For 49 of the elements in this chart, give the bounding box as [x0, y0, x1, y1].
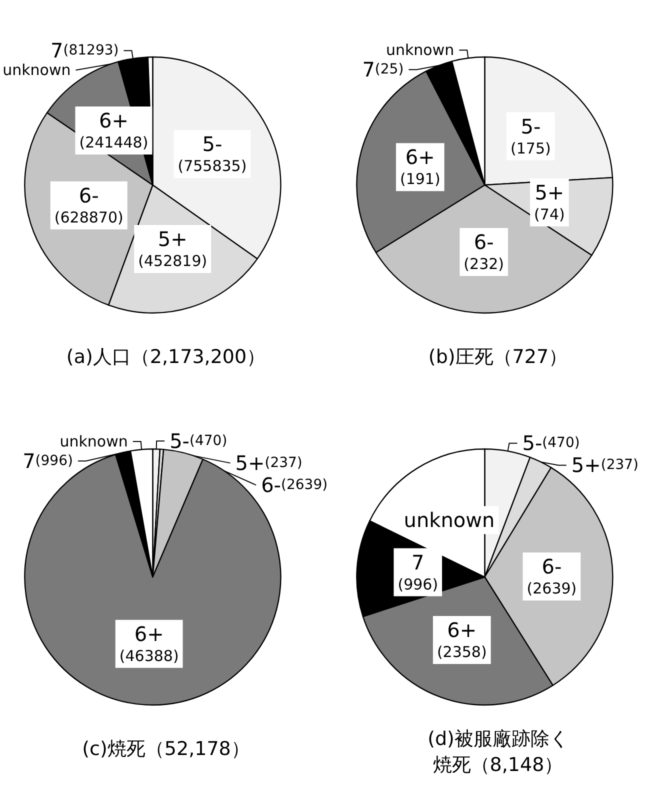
- slice-label: unknown: [386, 41, 454, 60]
- slice-label: 6+: [405, 145, 435, 170]
- data-label: (46388): [119, 646, 179, 665]
- slice-label: 5-: [520, 114, 541, 138]
- slice-label: unknown: [404, 508, 495, 532]
- data-label: (996): [398, 575, 438, 594]
- data-label: (237): [264, 455, 302, 472]
- text: (a)人口（2,173,200）: [66, 346, 266, 368]
- data-label: (241448): [79, 134, 148, 152]
- text: (c)焼死（52,178）: [82, 738, 250, 760]
- data-label: (81293): [63, 42, 119, 59]
- data-label: (470): [190, 433, 228, 450]
- data-label: (755835): [178, 157, 247, 176]
- slice-label: 7: [362, 58, 375, 82]
- slice-label: 6+: [447, 618, 477, 642]
- slice-label: 5-: [202, 132, 222, 156]
- slice-label: 5+: [534, 180, 564, 204]
- slice-label: 7: [412, 550, 424, 574]
- data-label: (175): [510, 139, 551, 158]
- data-label: (2639): [526, 579, 577, 598]
- data-label: (2358): [436, 642, 487, 661]
- slice-label: unknown: [60, 432, 128, 451]
- data-label: (25): [374, 62, 404, 78]
- data-label: (232): [464, 254, 504, 273]
- slice-label: 6-: [542, 554, 562, 578]
- data-label: (996): [35, 453, 73, 470]
- slice-label: 6-: [474, 230, 494, 254]
- slice-label: 5-: [522, 431, 542, 456]
- data-label: (2639): [281, 477, 328, 494]
- slice-label: 7: [22, 449, 36, 474]
- data-label: (74): [534, 205, 565, 224]
- data-label: (470): [542, 435, 580, 452]
- slice-label: 5+: [235, 451, 265, 476]
- slice-label: unknown: [2, 61, 71, 80]
- slice-label: 6-: [261, 473, 282, 498]
- data-label: (452819): [138, 252, 208, 270]
- text: 焼死（8,148）: [432, 754, 564, 776]
- text: (d)被服廠跡除く: [428, 728, 568, 750]
- slice-label: 6-: [78, 183, 99, 208]
- slice-label: 7: [50, 38, 64, 63]
- data-label: (628870): [54, 208, 124, 226]
- slice-label: 5-: [170, 429, 190, 454]
- data-label: (237): [600, 457, 639, 474]
- slice-label: 6+: [134, 622, 164, 646]
- slice-label: 6+: [98, 108, 128, 133]
- slice-label: 5+: [158, 226, 188, 251]
- data-label: (191): [400, 170, 440, 188]
- text: (b)圧死（727）: [428, 346, 568, 368]
- slice-label: 5+: [571, 453, 601, 478]
